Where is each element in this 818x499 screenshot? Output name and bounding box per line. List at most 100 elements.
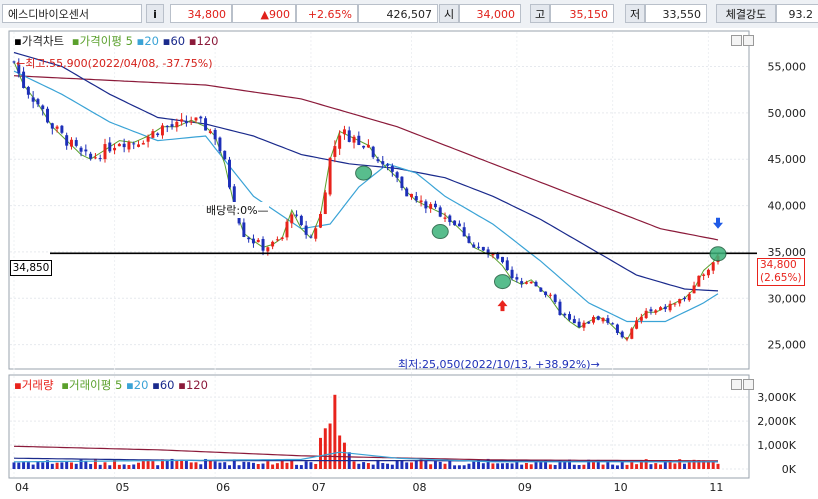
candle-body	[400, 176, 404, 188]
price-axis-label: 50,000	[768, 107, 807, 120]
candle-body	[98, 158, 102, 160]
candle-body	[213, 129, 217, 140]
candle-body	[36, 99, 40, 105]
volume-bar	[673, 463, 677, 469]
signal-marker[interactable]	[431, 224, 449, 240]
candle-body	[151, 131, 155, 138]
volume-bar	[534, 460, 538, 469]
volume-bar	[180, 459, 184, 469]
volume-bar	[491, 463, 495, 469]
volume-bar	[496, 463, 500, 469]
candle-body	[304, 225, 308, 235]
candle-body	[505, 260, 509, 271]
candle-body	[194, 117, 198, 121]
volume-bar	[12, 462, 16, 469]
month-label: 10	[614, 481, 628, 494]
volume-bar	[706, 461, 710, 469]
volume-bar	[247, 462, 251, 469]
candle-body	[323, 192, 327, 215]
volume-panel-minimize-button[interactable]	[731, 379, 742, 390]
volume-bar	[304, 461, 308, 469]
volume-bar	[548, 464, 552, 469]
price-axis-label: 40,000	[768, 200, 807, 213]
volume-bar	[165, 460, 169, 469]
price-axis-label: 25,000	[768, 339, 807, 352]
candle-body	[180, 119, 184, 122]
candle-body	[261, 239, 265, 251]
volume-bar	[438, 461, 442, 469]
price-legend: ▪가격차트 ▪가격이평 5 ▪20 ▪60 ▪120	[14, 34, 219, 48]
price-chart-title: 가격차트	[21, 34, 65, 48]
volume-bar	[481, 463, 485, 469]
price-panel-minimize-button[interactable]	[731, 35, 742, 46]
volume-bar	[46, 460, 50, 469]
volume-bar	[357, 463, 361, 469]
candle-body	[639, 316, 643, 321]
candle-body	[668, 303, 672, 311]
price-ma-60: 60	[170, 34, 186, 48]
volume-bar	[419, 459, 423, 469]
signal-marker[interactable]	[493, 274, 511, 290]
volume-bar	[342, 442, 346, 469]
volume-bar	[232, 459, 236, 469]
candle-body	[127, 141, 131, 150]
candle-body	[577, 321, 581, 328]
stock-chart[interactable]: 25,000 30,000 35,000 40,000 45,000 50,000 55,0…	[0, 28, 818, 496]
volume-bar	[410, 462, 413, 469]
volume-bar	[31, 464, 35, 469]
volume-bar	[630, 461, 634, 469]
volume-bar	[668, 460, 672, 469]
candle-body	[314, 228, 318, 239]
candle-body	[232, 186, 236, 211]
volume-bar	[697, 460, 701, 469]
volume-ma-label: 거래이평	[69, 378, 112, 392]
signal-marker[interactable]	[355, 165, 373, 181]
candle-body	[156, 133, 160, 136]
high-annotation: ←최고:55,900(2022/04/08, -37.75%)	[16, 57, 213, 70]
candle-body	[228, 159, 231, 188]
volume-bar	[692, 459, 696, 469]
volume-panel-maximize-button[interactable]	[743, 379, 754, 390]
candle-body	[223, 150, 227, 160]
volume-bar	[103, 462, 107, 469]
candle-body	[146, 136, 150, 142]
candle-body	[386, 164, 390, 166]
chart-canvas[interactable]: 25,000 30,000 35,000 40,000 45,000 50,000 55,0…	[0, 28, 818, 496]
horizontal-line-label[interactable]: 34,850	[10, 260, 52, 276]
candle-body	[687, 294, 691, 301]
candle-body	[347, 130, 351, 142]
info-button[interactable]: i	[146, 4, 164, 23]
volume-bar	[184, 461, 188, 469]
candle-body	[692, 285, 696, 294]
buy-arrow-icon	[497, 300, 508, 312]
candle-body	[84, 149, 88, 152]
volume-ma120-line	[13, 445, 719, 462]
candle-body	[189, 121, 193, 123]
volume-bar	[213, 461, 217, 469]
candle-body	[247, 237, 251, 240]
candle-body	[467, 236, 471, 243]
volume-bar	[467, 463, 471, 469]
volume-bar	[457, 465, 461, 469]
volume-bar	[69, 462, 73, 469]
signal-marker[interactable]	[709, 246, 727, 262]
price-panel-maximize-button[interactable]	[743, 35, 754, 46]
price-panel[interactable]	[8, 30, 750, 370]
volume-bar	[625, 464, 629, 469]
volume-bar	[160, 459, 164, 469]
volume-bar	[352, 461, 356, 469]
candle-body	[568, 314, 572, 320]
candle-body	[26, 86, 30, 95]
stock-name-field[interactable]: 에스디바이오센서	[2, 4, 142, 23]
volume-bar	[544, 459, 548, 469]
price-ma-5: 5	[125, 34, 133, 48]
volume-bar	[122, 464, 126, 469]
volume-bar	[386, 463, 390, 469]
candle-body	[572, 319, 576, 324]
price-ma-label: 가격이평	[79, 34, 122, 48]
candle-body	[256, 239, 260, 243]
candle-body	[338, 135, 342, 149]
candle-body	[524, 282, 528, 284]
candle-body	[218, 137, 222, 152]
candle-body	[453, 220, 457, 226]
